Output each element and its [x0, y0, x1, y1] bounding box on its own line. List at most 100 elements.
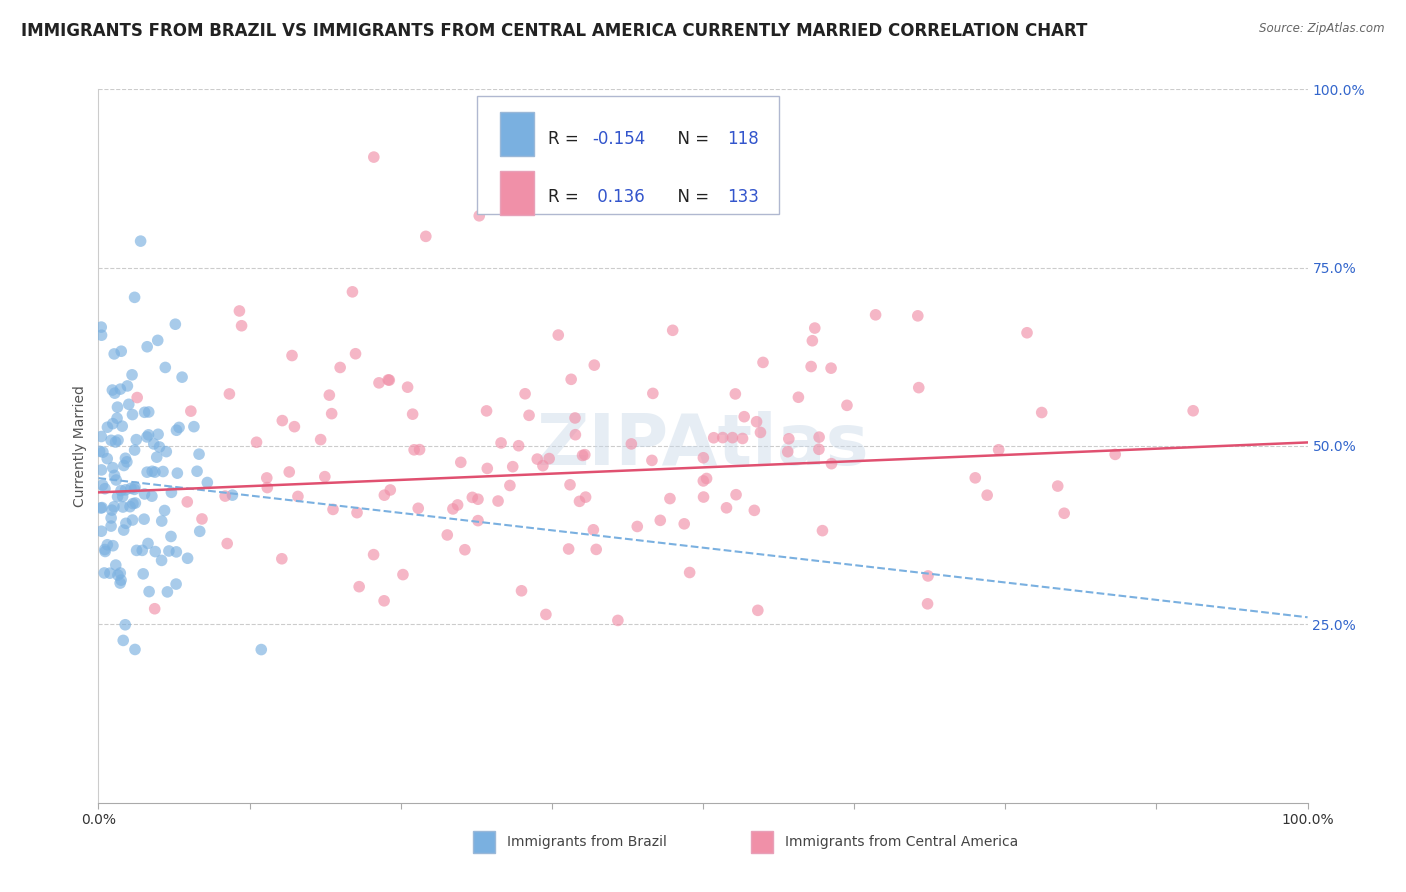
Point [124, 642, 146, 657]
Point [380, 483, 402, 497]
Point [526, 452, 548, 467]
Point [574, 490, 596, 504]
Text: ZIPAtlas: ZIPAtlas [537, 411, 869, 481]
Point [692, 490, 714, 504]
Point [309, 433, 332, 447]
Point [91, 445, 114, 459]
Point [711, 431, 734, 445]
Point [724, 387, 747, 401]
Point [752, 355, 775, 369]
Point [228, 304, 250, 318]
Point [150, 514, 173, 528]
Point [696, 471, 718, 485]
Point [378, 373, 401, 387]
Point [987, 442, 1010, 457]
Point [808, 430, 831, 444]
Point [146, 427, 169, 442]
Point [467, 492, 489, 507]
FancyBboxPatch shape [501, 112, 534, 156]
Point [124, 443, 146, 458]
Point [678, 566, 700, 580]
Point [167, 420, 190, 434]
Point [499, 478, 522, 492]
Point [321, 407, 343, 421]
Point [134, 512, 156, 526]
Point [917, 597, 939, 611]
Point [396, 380, 419, 394]
Text: -0.154: -0.154 [592, 129, 645, 147]
Point [112, 458, 135, 473]
Point [787, 390, 810, 404]
Point [110, 566, 132, 580]
Point [115, 516, 138, 531]
Point [104, 435, 127, 450]
Point [415, 229, 437, 244]
Point [441, 502, 464, 516]
Point [475, 404, 498, 418]
Point [1046, 479, 1069, 493]
Point [468, 209, 491, 223]
Point [110, 382, 132, 396]
Point [346, 506, 368, 520]
Point [271, 414, 294, 428]
Point [477, 461, 499, 475]
Point [626, 519, 648, 533]
Point [152, 465, 174, 479]
Point [217, 536, 239, 550]
Point [112, 523, 135, 537]
Point [96, 420, 118, 434]
Point [124, 496, 146, 510]
Point [138, 427, 160, 442]
Point [534, 607, 557, 622]
Text: Source: ZipAtlas.com: Source: ZipAtlas.com [1260, 22, 1385, 36]
Point [278, 465, 301, 479]
Point [138, 584, 160, 599]
Point [749, 425, 772, 440]
Point [142, 437, 165, 451]
Point [143, 601, 166, 615]
Point [127, 391, 149, 405]
Point [96, 451, 118, 466]
Point [538, 451, 561, 466]
Text: 118: 118 [727, 129, 759, 147]
Point [101, 539, 124, 553]
Point [907, 309, 929, 323]
Point [155, 444, 177, 458]
Point [557, 541, 579, 556]
Point [406, 501, 429, 516]
Point [560, 372, 582, 386]
Point [91, 478, 114, 492]
Point [804, 321, 827, 335]
Point [510, 583, 533, 598]
Point [108, 576, 131, 591]
Point [121, 513, 143, 527]
Text: 133: 133 [727, 188, 759, 206]
Point [110, 573, 132, 587]
Point [250, 642, 273, 657]
Point [450, 455, 472, 469]
Point [917, 569, 939, 583]
Point [98, 566, 121, 581]
Point [141, 464, 163, 478]
Point [446, 498, 468, 512]
Point [124, 483, 146, 497]
Point [287, 490, 309, 504]
Point [165, 317, 187, 331]
Point [112, 633, 135, 648]
Point [90, 463, 112, 477]
Point [368, 376, 391, 390]
Point [117, 379, 139, 393]
Point [218, 387, 240, 401]
Point [703, 431, 725, 445]
Point [146, 334, 169, 348]
Point [731, 432, 754, 446]
Point [641, 453, 664, 467]
Point [121, 368, 143, 382]
Point [363, 150, 385, 164]
Point [107, 568, 129, 582]
Point [513, 386, 536, 401]
Point [564, 427, 586, 442]
Point [502, 459, 524, 474]
Point [564, 411, 586, 425]
Point [160, 529, 183, 543]
